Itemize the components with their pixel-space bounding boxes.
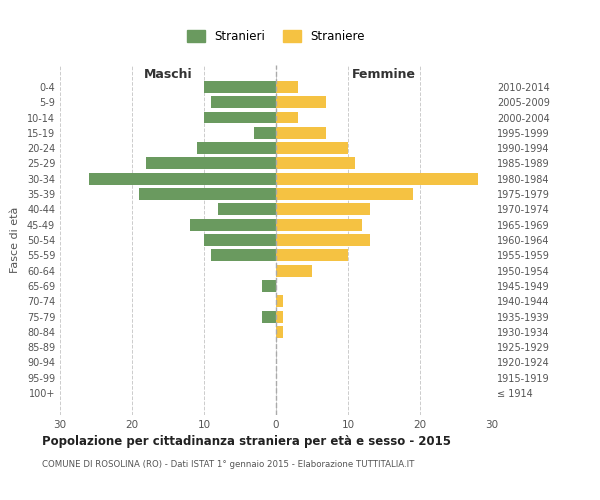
- Bar: [276, 96, 326, 108]
- Bar: [276, 204, 370, 216]
- Bar: [204, 81, 276, 93]
- Bar: [204, 112, 276, 124]
- Bar: [276, 112, 298, 124]
- Bar: [211, 250, 276, 262]
- Bar: [211, 96, 276, 108]
- Bar: [218, 204, 276, 216]
- Bar: [276, 250, 348, 262]
- Bar: [276, 173, 478, 184]
- Bar: [276, 310, 283, 322]
- Bar: [89, 173, 276, 184]
- Bar: [276, 218, 362, 230]
- Text: Maschi: Maschi: [143, 68, 193, 81]
- Bar: [262, 310, 276, 322]
- Bar: [276, 326, 283, 338]
- Text: Popolazione per cittadinanza straniera per età e sesso - 2015: Popolazione per cittadinanza straniera p…: [42, 435, 451, 448]
- Bar: [276, 296, 283, 307]
- Bar: [139, 188, 276, 200]
- Bar: [276, 158, 355, 170]
- Bar: [276, 188, 413, 200]
- Text: Femmine: Femmine: [352, 68, 416, 81]
- Bar: [197, 142, 276, 154]
- Bar: [204, 234, 276, 246]
- Text: COMUNE DI ROSOLINA (RO) - Dati ISTAT 1° gennaio 2015 - Elaborazione TUTTITALIA.I: COMUNE DI ROSOLINA (RO) - Dati ISTAT 1° …: [42, 460, 415, 469]
- Bar: [276, 234, 370, 246]
- Bar: [276, 264, 312, 276]
- Legend: Stranieri, Straniere: Stranieri, Straniere: [182, 26, 370, 48]
- Bar: [276, 81, 298, 93]
- Bar: [262, 280, 276, 292]
- Bar: [276, 142, 348, 154]
- Bar: [190, 218, 276, 230]
- Bar: [254, 127, 276, 139]
- Y-axis label: Fasce di età: Fasce di età: [10, 207, 20, 273]
- Bar: [146, 158, 276, 170]
- Bar: [276, 127, 326, 139]
